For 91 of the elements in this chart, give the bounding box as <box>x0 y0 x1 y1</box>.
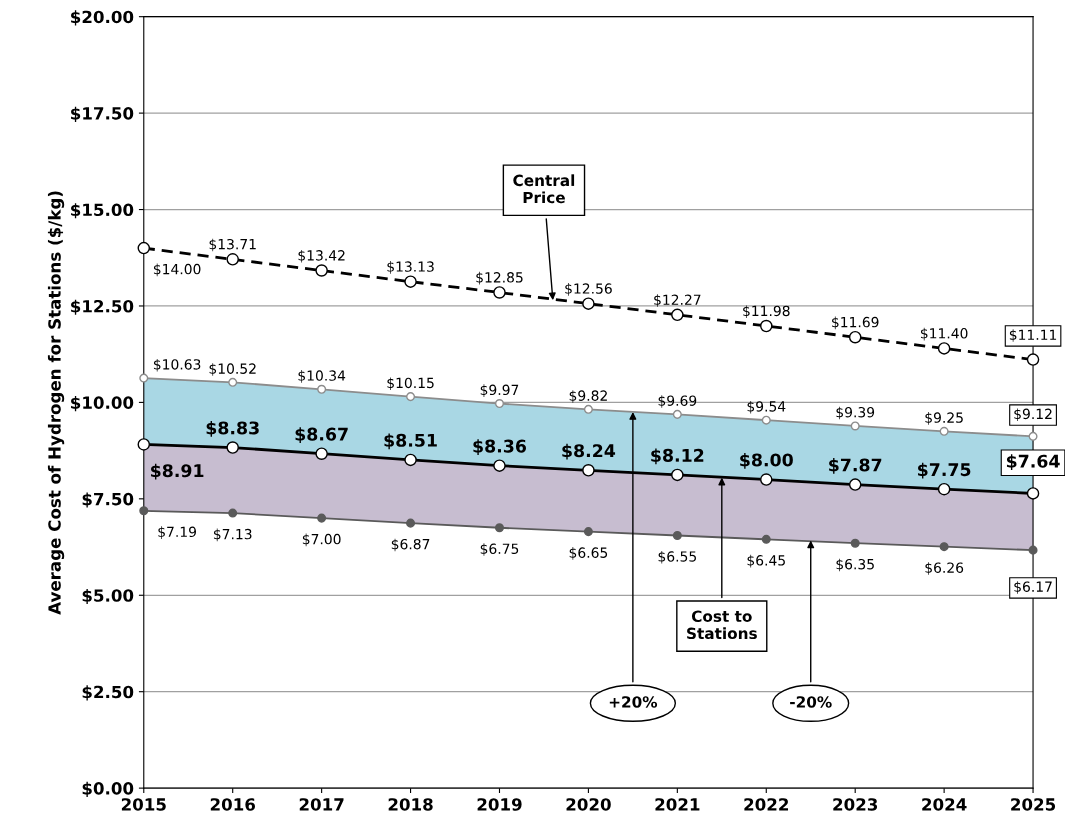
data-label: $11.40 <box>920 327 968 341</box>
y-tick-label: $15.00 <box>71 203 134 219</box>
data-label: $6.35 <box>836 558 874 572</box>
point <box>137 241 151 255</box>
data-label: $8.12 <box>651 448 704 465</box>
data-label: $9.69 <box>658 395 697 408</box>
y-tick-label: $7.50 <box>82 492 134 508</box>
data-label: $8.67 <box>295 427 348 443</box>
data-label: $10.15 <box>387 377 434 390</box>
point <box>583 527 593 537</box>
point <box>228 508 238 518</box>
x-tick-label: 2021 <box>655 798 700 811</box>
data-label: $12.56 <box>565 283 612 296</box>
point <box>671 308 684 322</box>
data-label: $14.00 <box>153 263 201 277</box>
y-tick-label: $5.00 <box>82 588 134 605</box>
data-label: $12.27 <box>654 294 701 307</box>
data-label: $9.39 <box>836 406 875 420</box>
x-tick-label: 2024 <box>922 798 967 811</box>
annotation: -20% <box>790 696 832 708</box>
data-label: $8.51 <box>384 433 437 450</box>
data-label: $13.71 <box>209 238 256 252</box>
data-label: $8.83 <box>206 421 259 437</box>
data-label: $6.75 <box>480 543 519 556</box>
point <box>494 523 504 533</box>
point <box>850 538 860 548</box>
data-label: $7.75 <box>918 462 971 479</box>
data-label: $11.11 <box>1009 329 1057 342</box>
data-label: $10.52 <box>209 363 256 376</box>
data-label: $7.64 <box>1006 454 1060 471</box>
data-label: $11.98 <box>743 305 790 319</box>
x-tick-label: 2022 <box>744 798 789 811</box>
data-label: $6.55 <box>658 550 697 564</box>
data-label: $7.87 <box>829 458 882 474</box>
x-tick-label: 2016 <box>210 798 255 811</box>
point <box>226 253 239 266</box>
y-tick-label: $17.50 <box>71 106 134 122</box>
point <box>493 286 506 299</box>
data-label: $9.97 <box>480 384 519 397</box>
annotation: Cost to Stations <box>687 610 757 640</box>
point <box>139 506 149 516</box>
point <box>672 530 682 540</box>
point <box>848 330 862 344</box>
data-label: $6.17 <box>1014 581 1052 594</box>
x-tick-label: 2019 <box>477 798 522 811</box>
point <box>939 542 949 552</box>
data-label: $8.91 <box>151 463 204 480</box>
y-tick-label: $12.50 <box>71 299 134 315</box>
y-tick-label: $0.00 <box>82 781 134 797</box>
y-axis-title: Average Cost of Hydrogen for Stations ($/kg) <box>47 191 65 615</box>
data-label: $7.00 <box>302 533 341 547</box>
x-tick-label: 2017 <box>299 798 344 811</box>
data-label: $7.13 <box>213 528 252 542</box>
point <box>406 518 416 528</box>
annotation: +20% <box>609 696 658 708</box>
data-label: $7.19 <box>158 526 197 539</box>
data-label: $8.00 <box>740 453 793 469</box>
data-label: $13.13 <box>387 261 434 274</box>
point <box>317 513 327 523</box>
y-tick-label: $20.00 <box>71 10 134 26</box>
data-label: $6.65 <box>569 547 608 560</box>
data-label: $6.87 <box>391 538 430 552</box>
y-tick-label: $10.00 <box>71 396 134 412</box>
data-label: $9.25 <box>925 412 963 425</box>
x-tick-label: 2020 <box>566 798 611 811</box>
data-label: $13.42 <box>298 249 345 263</box>
data-label: $10.63 <box>153 358 201 372</box>
point <box>760 319 773 333</box>
data-label: $9.82 <box>569 390 607 403</box>
data-label: $8.24 <box>562 443 616 460</box>
point <box>1026 353 1040 366</box>
point <box>937 342 951 355</box>
point <box>315 264 328 277</box>
x-tick-label: 2018 <box>388 798 433 811</box>
point <box>761 534 771 544</box>
x-tick-label: 2015 <box>121 798 166 811</box>
data-label: $6.26 <box>925 562 964 575</box>
point <box>582 297 595 310</box>
x-tick-label: 2025 <box>1011 798 1056 811</box>
data-label: $12.85 <box>476 271 523 285</box>
data-label: $8.36 <box>473 439 527 455</box>
y-tick-label: $2.50 <box>82 685 134 701</box>
point <box>1028 545 1038 555</box>
data-label: $6.45 <box>747 554 785 568</box>
x-tick-label: 2023 <box>833 798 878 811</box>
data-label: $9.54 <box>747 400 786 414</box>
data-label: $11.69 <box>832 316 879 330</box>
annotation: Central Price <box>513 174 575 204</box>
data-label: $9.12 <box>1014 408 1052 421</box>
data-label: $10.34 <box>298 370 346 383</box>
point <box>404 275 417 288</box>
